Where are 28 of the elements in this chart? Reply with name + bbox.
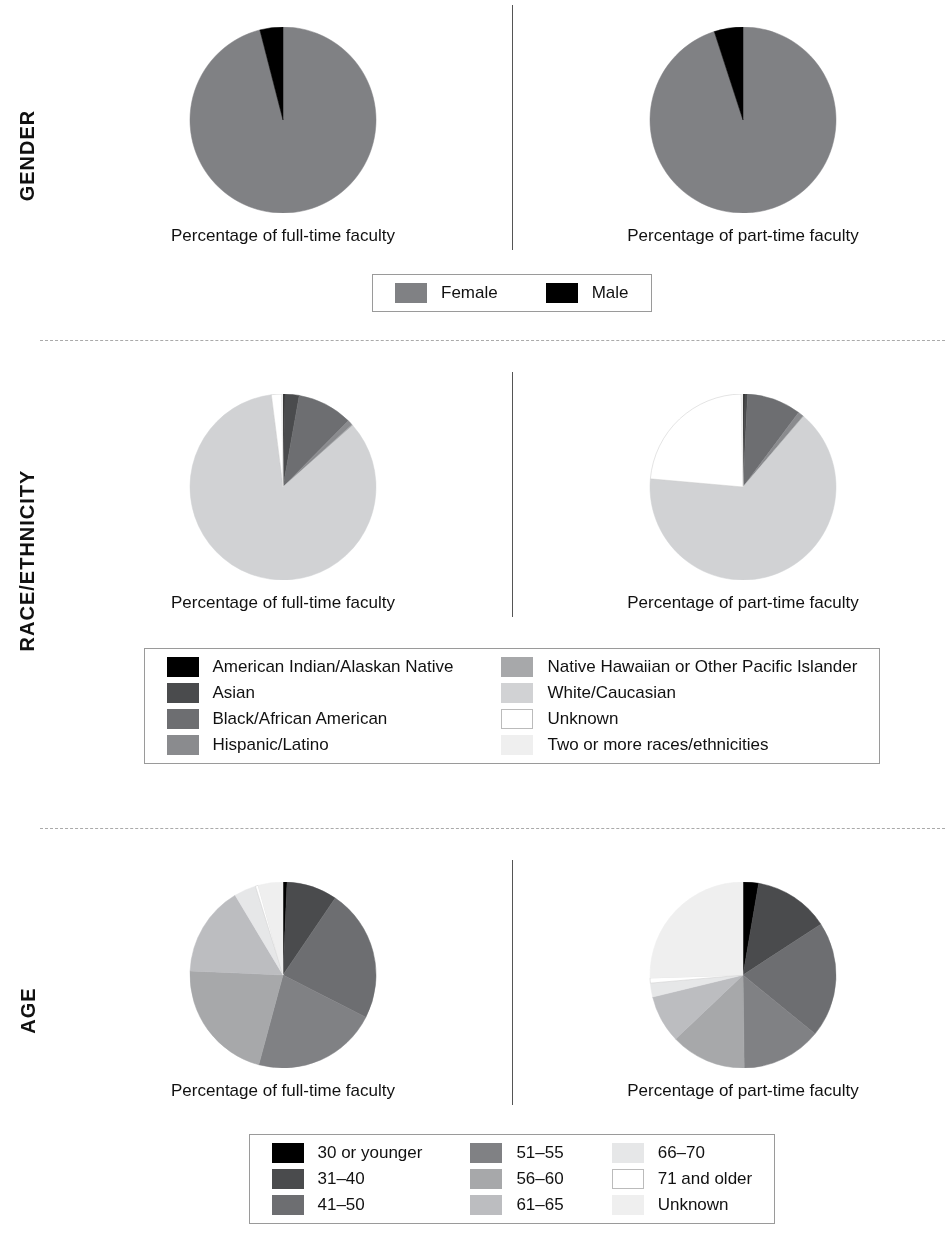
legend-label: Unknown: [547, 709, 619, 729]
legend-label: White/Caucasian: [547, 683, 676, 703]
legend-label: 41–50: [317, 1195, 365, 1215]
legend-label: American Indian/Alaskan Native: [212, 657, 454, 677]
legend-label: 51–55: [516, 1143, 564, 1163]
text: GENDER: [16, 109, 40, 201]
legend-label: Female: [441, 283, 498, 303]
legend-label: Hispanic/Latino: [212, 735, 329, 755]
slice-label: Percentage of part-time faculty: [626, 226, 860, 246]
legend-label: 56–60: [516, 1169, 564, 1189]
legend-label: Unknown: [657, 1195, 729, 1215]
slice-label: Percentage of full-time faculty: [170, 593, 396, 613]
legend-label: Native Hawaiian or Other Pacific Islander: [547, 657, 858, 677]
legend-label: Black/African American: [212, 709, 388, 729]
slice-label: Percentage of full-time faculty: [170, 226, 396, 246]
slice-label: Percentage of part-time faculty: [626, 1081, 860, 1101]
text: RACE/ETHNICITY: [16, 469, 40, 651]
slice-label: Percentage of full-time faculty: [170, 1081, 396, 1101]
slice-label: Percentage of part-time faculty: [626, 593, 860, 613]
legend-label: Male: [591, 283, 629, 303]
legend-label: 61–65: [516, 1195, 564, 1215]
legend-label: Asian: [212, 683, 256, 703]
legend-label: 71 and older: [657, 1169, 753, 1189]
legend-label: Two or more races/ethnicities: [547, 735, 769, 755]
text: AGE: [16, 986, 40, 1034]
legend-label: 30 or younger: [317, 1143, 423, 1163]
legend-label: 66–70: [657, 1143, 705, 1163]
legend-label: 31–40: [317, 1169, 365, 1189]
